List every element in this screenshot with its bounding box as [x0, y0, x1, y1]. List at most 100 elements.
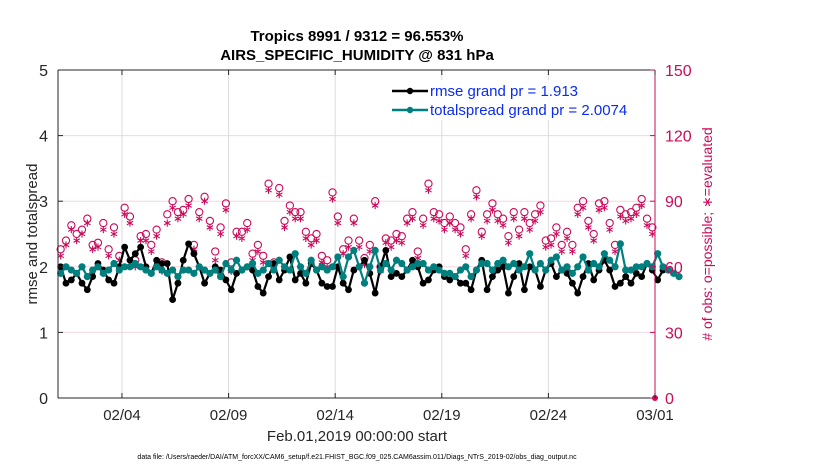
- obs-evaluated-point: [563, 234, 571, 242]
- asterisk-stroke: [211, 257, 219, 263]
- rmse-point: [489, 273, 496, 281]
- asterisk-stroke: [259, 260, 267, 265]
- asterisk-stroke: [515, 233, 523, 239]
- obs-possible-point: [195, 207, 204, 217]
- rmse-point: [382, 247, 390, 254]
- totalspread-point: [243, 263, 251, 271]
- obs-evaluated-point: [462, 252, 470, 260]
- rmse-point: [499, 263, 507, 271]
- legend-box: [388, 80, 653, 120]
- asterisk-stroke: [339, 251, 347, 256]
- asterisk-stroke: [648, 231, 656, 237]
- asterisk-stroke: [313, 238, 320, 243]
- obs-evaluated-point: [67, 226, 75, 234]
- totalspread-point: [110, 259, 118, 268]
- totalspread-point: [462, 263, 470, 271]
- totalspread-point: [392, 256, 401, 264]
- totalspread-point: [153, 263, 161, 271]
- obs-evaluated-point: [350, 219, 358, 227]
- x-tick-label: 03/01: [636, 407, 674, 424]
- obs-evaluated-point: [302, 234, 310, 242]
- obs-evaluated-point: [329, 195, 336, 203]
- obs-evaluated-point: [552, 230, 560, 238]
- totalspread-point: [387, 266, 395, 274]
- obs-evaluated-point: [313, 236, 320, 245]
- rmse-point: [446, 276, 454, 284]
- totalspread-point: [664, 266, 672, 274]
- rmse-point: [462, 279, 470, 287]
- obs-evaluated-point: [121, 210, 129, 218]
- asterisk-stroke: [446, 220, 454, 226]
- rmse-point: [483, 286, 491, 294]
- rmse-point: [350, 266, 358, 274]
- rmse-point: [361, 256, 368, 264]
- rmse-point: [83, 286, 91, 294]
- rmse-point: [185, 240, 192, 248]
- obs-evaluated-point: [467, 215, 475, 223]
- asterisk-stroke: [473, 194, 480, 200]
- obs-evaluated-point: [169, 204, 177, 212]
- totalspread-point: [376, 266, 385, 274]
- rmse-point: [638, 273, 646, 281]
- totalspread-point: [83, 273, 91, 281]
- totalspread-point: [291, 250, 299, 258]
- asterisk-stroke: [425, 187, 432, 193]
- obs-evaluated-point: [201, 197, 208, 205]
- obs-evaluated-point: [387, 243, 395, 251]
- totalspread-point: [643, 259, 651, 268]
- asterisk-stroke: [398, 240, 406, 246]
- asterisk-stroke: [371, 203, 379, 208]
- rmse-point: [387, 273, 395, 281]
- rmse-point: [302, 279, 310, 287]
- totalspread-point: [286, 266, 294, 274]
- asterisk-stroke: [147, 249, 155, 254]
- totalspread-point: [179, 266, 187, 274]
- totalspread-point: [115, 266, 123, 274]
- rmse-point: [254, 283, 262, 290]
- obs-evaluated-point: [558, 247, 566, 256]
- totalspread-point: [89, 266, 97, 274]
- totalspread-point: [328, 263, 337, 271]
- y-tick-label: 4: [39, 129, 48, 146]
- obs-evaluated-point: [478, 232, 486, 240]
- totalspread-point: [190, 269, 198, 277]
- totalspread-point: [467, 273, 475, 281]
- totalspread-point: [184, 266, 193, 274]
- rmse-point: [536, 283, 544, 290]
- rmse-point: [179, 256, 187, 264]
- obs-evaluated-point: [505, 239, 512, 247]
- asterisk-stroke: [137, 238, 145, 243]
- obs-possible-point: [205, 216, 215, 226]
- asterisk-stroke: [627, 216, 635, 221]
- obs-evaluated-point: [233, 232, 240, 240]
- asterisk-stroke: [499, 222, 507, 228]
- totalspread-point: [355, 263, 363, 271]
- obs-evaluated-point: [78, 230, 86, 238]
- asterisk-stroke: [174, 216, 182, 221]
- rmse-point: [174, 279, 182, 287]
- rmse-point: [126, 256, 134, 264]
- rmse-point: [606, 266, 614, 274]
- rmse-point: [419, 279, 427, 287]
- asterisk-stroke: [616, 214, 624, 219]
- totalspread-point: [430, 263, 438, 271]
- rmse-point: [494, 266, 502, 274]
- asterisk-stroke: [169, 205, 177, 211]
- asterisk-stroke: [350, 220, 358, 226]
- legend: rmse grand pr = 1.913 totalspread grand …: [388, 80, 653, 120]
- totalspread-point: [526, 250, 534, 258]
- rmse-point: [297, 269, 304, 277]
- rmse-point: [131, 250, 139, 258]
- obs-evaluated-point: [622, 217, 630, 225]
- obs-evaluated-point: [403, 219, 411, 227]
- x-tick-label: 02/24: [530, 407, 568, 424]
- obs-evaluated-point: [254, 247, 262, 256]
- obs-evaluated-point: [542, 243, 550, 251]
- obs-possible-point: [253, 240, 263, 250]
- legend-rmse-label: rmse grand pr = 1.913: [430, 83, 578, 100]
- rmse-point: [611, 283, 619, 290]
- asterisk-stroke: [307, 242, 315, 248]
- obs-evaluated-point: [547, 241, 555, 249]
- obs-evaluated-point: [536, 208, 544, 216]
- obs-evaluated-point: [606, 226, 614, 234]
